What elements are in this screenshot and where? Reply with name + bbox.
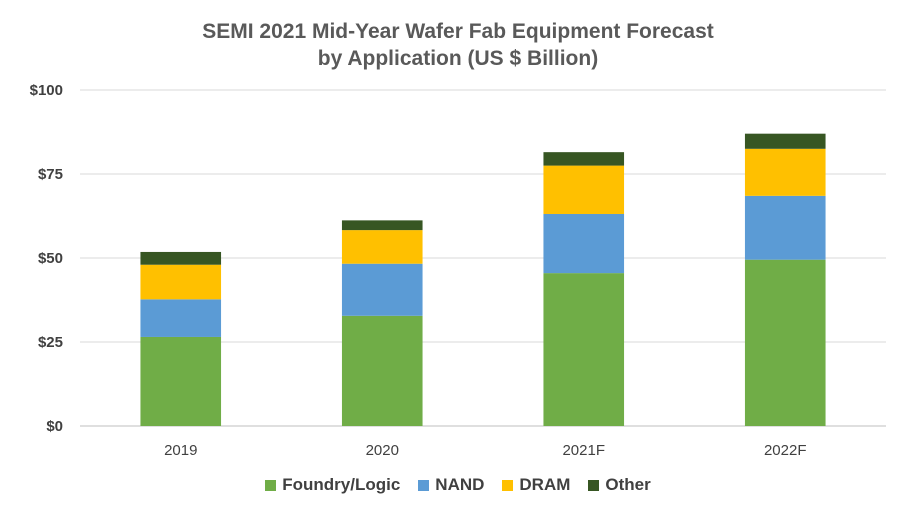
bar-segment-other — [543, 152, 625, 166]
bar-segment-nand — [744, 195, 826, 260]
chart-title-line-2: by Application (US $ Billion) — [317, 47, 599, 70]
bar-segment-nand — [140, 299, 222, 337]
legend-item-dram[interactable]: DRAM — [502, 475, 570, 495]
bar-segment-other — [140, 251, 222, 265]
legend-item-foundry-logic[interactable]: Foundry/Logic — [265, 475, 400, 495]
legend-label-dram: DRAM — [519, 475, 571, 494]
bar-segment-foundry-logic — [543, 273, 625, 426]
bar-segment-other — [341, 220, 423, 231]
x-tick-label: 2022F — [764, 442, 807, 459]
legend: Foundry/Logic NAND DRAM Other — [0, 475, 916, 495]
legend-swatch-other — [588, 479, 600, 491]
y-tick-label: $75 — [38, 166, 63, 183]
x-tick-label: 2020 — [366, 442, 399, 459]
legend-label-other: Other — [605, 475, 651, 494]
x-tick-label: 2021F — [562, 442, 605, 459]
legend-swatch-nand — [418, 479, 430, 491]
y-tick-label: $25 — [38, 334, 63, 351]
bar-segment-nand — [341, 263, 423, 316]
bar-segment-dram — [140, 264, 222, 300]
x-tick-label: 2019 — [164, 442, 197, 459]
y-tick-label: $0 — [46, 418, 63, 435]
legend-label-nand: NAND — [435, 475, 485, 494]
bar-segment-dram — [341, 230, 423, 264]
bar-segment-nand — [543, 213, 625, 274]
chart-title-line-1: SEMI 2021 Mid-Year Wafer Fab Equipment F… — [202, 20, 714, 43]
bar-segment-dram — [744, 148, 826, 196]
bar-segment-other — [744, 133, 826, 149]
legend-swatch-dram — [502, 479, 514, 491]
bar-segment-foundry-logic — [140, 336, 222, 426]
legend-swatch-foundry-logic — [265, 479, 277, 491]
chart-title: SEMI 2021 Mid-Year Wafer Fab Equipment F… — [0, 18, 916, 72]
y-tick-label: $100 — [30, 82, 63, 99]
legend-label-foundry-logic: Foundry/Logic — [282, 475, 401, 494]
bar-segment-dram — [543, 165, 625, 214]
bar-segment-foundry-logic — [744, 259, 826, 426]
y-tick-label: $50 — [38, 250, 63, 267]
legend-item-other[interactable]: Other — [588, 475, 651, 495]
legend-item-nand[interactable]: NAND — [418, 475, 484, 495]
bar-segment-foundry-logic — [341, 315, 423, 426]
